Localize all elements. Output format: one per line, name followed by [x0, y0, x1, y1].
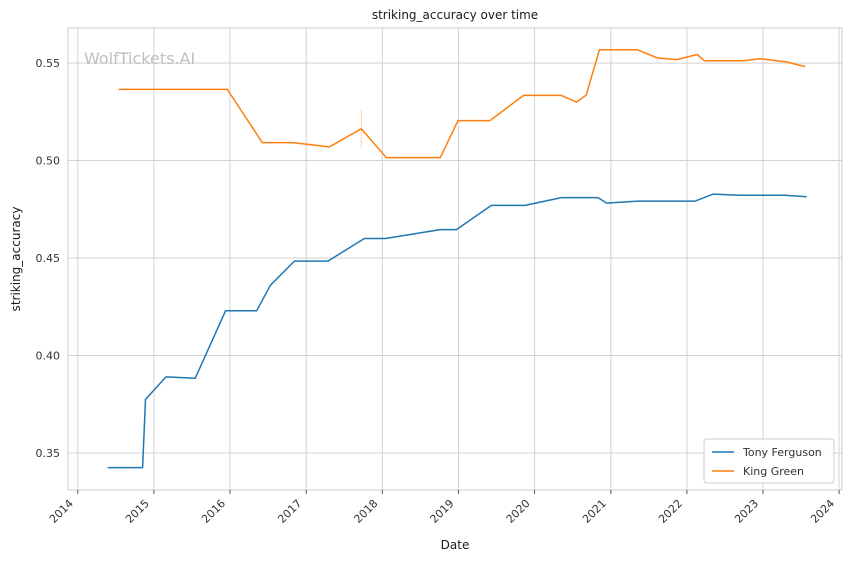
series-line-king-green — [118, 49, 806, 159]
y-tick-label: 0.45 — [36, 252, 61, 265]
legend-label: Tony Ferguson — [742, 446, 822, 459]
series-line-tony-ferguson — [107, 193, 807, 469]
gridlines — [68, 28, 842, 490]
y-axis-ticks: 0.35 0.40 0.45 0.50 0.55 — [36, 57, 61, 460]
y-tick-label: 0.40 — [36, 349, 61, 362]
watermark-text: WolfTickets.AI — [84, 49, 195, 68]
series-lines — [107, 49, 807, 469]
plot-area-frame — [67, 27, 843, 491]
y-tick-label: 0.50 — [36, 155, 61, 168]
legend: Tony Ferguson King Green — [703, 438, 835, 484]
legend-box — [703, 438, 835, 484]
legend-label: King Green — [743, 465, 804, 478]
y-tick-label: 0.35 — [36, 447, 61, 460]
chart-title: striking_accuracy over time — [372, 8, 538, 22]
y-tick-label: 0.55 — [36, 57, 61, 70]
x-axis-title: Date — [441, 538, 470, 552]
y-axis-title: striking_accuracy — [9, 207, 23, 312]
